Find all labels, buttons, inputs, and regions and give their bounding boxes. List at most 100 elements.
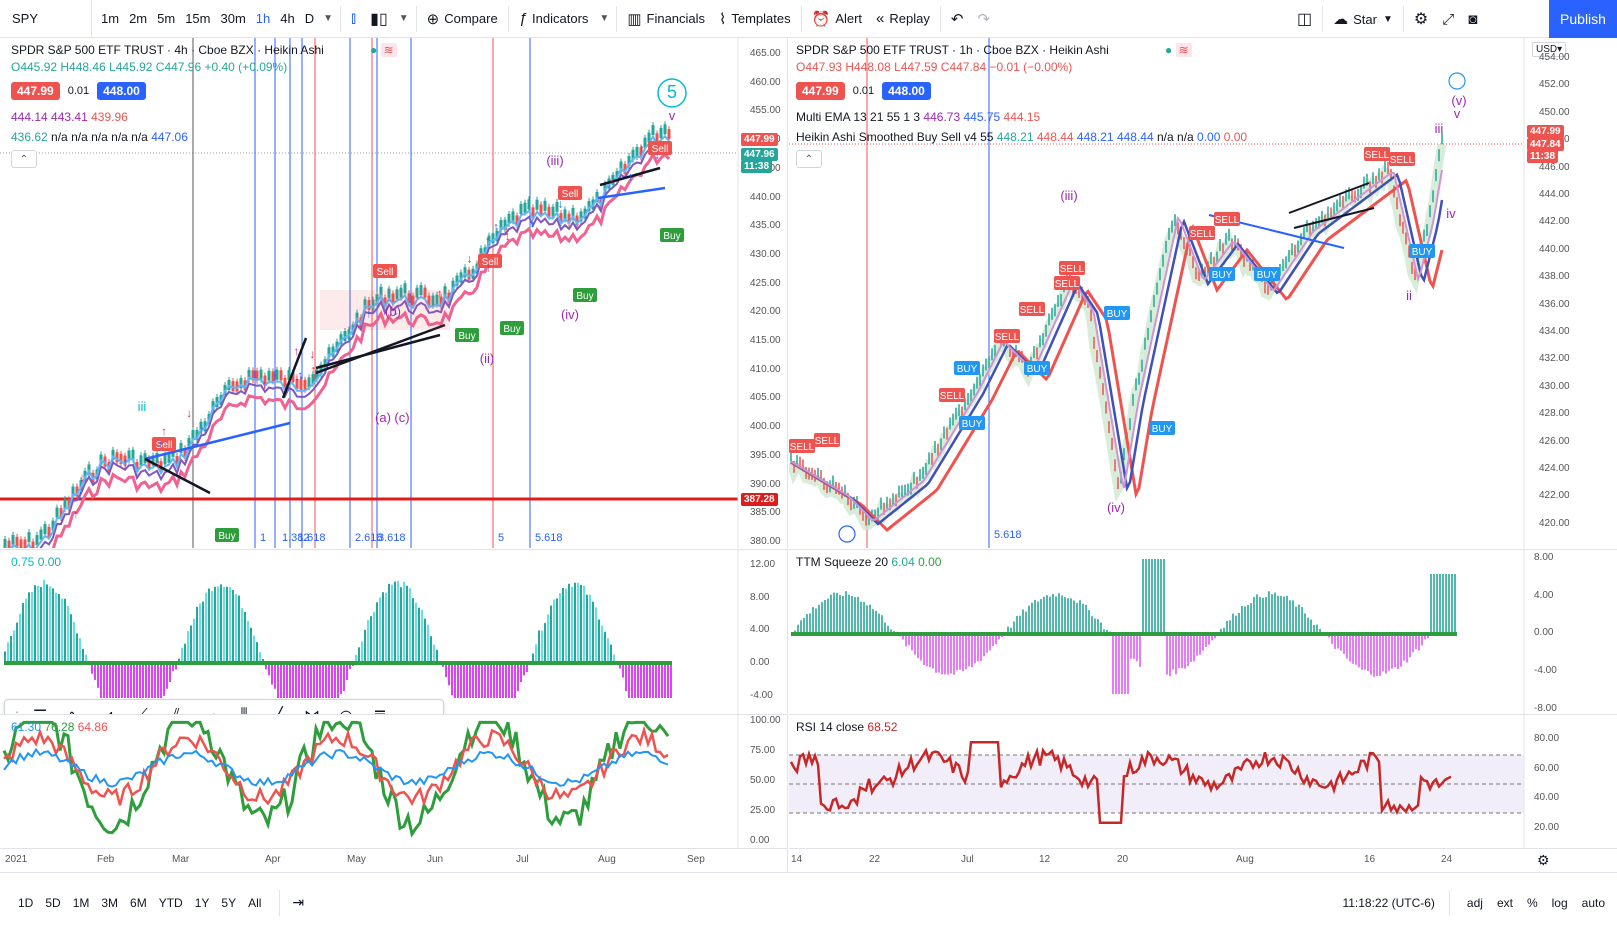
left-candle	[123, 455, 127, 466]
date-range-calendar-icon[interactable]: ⇥	[292, 894, 305, 910]
right-rsi-line	[789, 715, 1525, 848]
left-candle	[507, 213, 511, 224]
log-toggle[interactable]: log	[1551, 896, 1568, 910]
right-time-axis[interactable]: 14 22 Jul 12 20 Aug 16 24 ⚙	[789, 848, 1617, 872]
axis-settings-gear-icon[interactable]: ⚙	[1537, 852, 1550, 868]
interval-2m[interactable]: 2m	[129, 11, 148, 26]
left-oscillator-pane[interactable]: 0.75 0.00 12.00 8.00 4.00 0.00 -4.00	[0, 549, 788, 714]
left-candle	[463, 267, 467, 278]
range-5y[interactable]: 5Y	[221, 895, 237, 910]
interval-d[interactable]: D	[304, 11, 315, 26]
range-1y[interactable]: 1Y	[194, 895, 210, 910]
alert-button[interactable]: ⏰ Alert	[805, 0, 869, 38]
left-candle	[571, 207, 575, 218]
left-chart-title[interactable]: SPDR S&P 500 ETF TRUST · 4h · Cboe BZX ·…	[11, 43, 324, 57]
interval-dropdown-icon[interactable]: ▼	[323, 13, 334, 24]
left-collapse-legend-button[interactable]: ⌃	[11, 150, 37, 168]
right-ttm-bar	[1163, 559, 1165, 634]
settings-gear-icon[interactable]: ⚙	[1413, 11, 1429, 28]
left-candle	[371, 299, 375, 310]
right-rsi-pane[interactable]: RSI 14 close 68.52 80.00 60.00 40.00 20.00	[789, 714, 1617, 848]
undo-button[interactable]: ↶	[950, 10, 964, 28]
left-ask-chip[interactable]: 448.00	[97, 82, 146, 100]
currency-selector[interactable]: USD▾	[1532, 42, 1567, 57]
right-ttm-bar	[1064, 597, 1066, 634]
compare-button[interactable]: ⊕ Compare	[420, 0, 505, 38]
publish-button[interactable]: Publish	[1549, 0, 1617, 38]
left-buy-text: Buy	[503, 324, 520, 335]
range-1m[interactable]: 1M	[72, 895, 90, 910]
right-ttm-bar	[1025, 611, 1027, 634]
right-ttm-bar	[1355, 634, 1357, 665]
left-candle	[307, 377, 311, 388]
range-1d[interactable]: 1D	[18, 895, 34, 910]
right-ttm-pane[interactable]: TTM Squeeze 20 6.04 0.00 8.00 4.00 0.00 -4.…	[789, 549, 1617, 714]
right-ttm-bar	[1043, 596, 1045, 634]
adj-toggle[interactable]: adj	[1466, 896, 1483, 910]
right-ttm-bar	[1115, 634, 1117, 694]
auto-toggle[interactable]: auto	[1581, 896, 1605, 910]
right-sell-marker	[1059, 261, 1085, 275]
compare-toggle-icon[interactable]: ≋	[380, 43, 397, 57]
interval-1h[interactable]: 1h	[255, 11, 271, 26]
left-line4-b: n/a	[51, 130, 68, 144]
interval-5m[interactable]: 5m	[157, 11, 176, 26]
range-all[interactable]: All	[248, 895, 262, 910]
right-bid-chip[interactable]: 447.99	[796, 82, 845, 100]
right-ask-chip[interactable]: 448.00	[882, 82, 931, 100]
snapshot-camera-icon[interactable]: ◙	[1468, 10, 1478, 28]
eye-icon[interactable]: ●	[370, 43, 378, 57]
right-ttm-bar	[1268, 591, 1270, 634]
interval-30m[interactable]: 30m	[220, 11, 246, 26]
alert-label: Alert	[835, 11, 863, 26]
bar-style-icon[interactable]: ⫾	[351, 9, 357, 27]
left-main-pane[interactable]: (iii) iii 5 (iv) (ii) (a) (c) (b) v Buy Buy Buy Buy B…	[0, 38, 788, 548]
redo-button[interactable]: ↷	[977, 10, 991, 28]
symbol-search-button[interactable]: SPY	[0, 0, 92, 38]
ext-toggle[interactable]: ext	[1496, 896, 1513, 910]
range-5d[interactable]: 5D	[45, 895, 61, 910]
left-price-chart[interactable]: (iii) iii 5 (iv) (ii) (a) (c) (b) v Buy Buy Buy Buy B…	[0, 38, 788, 548]
interval-15m[interactable]: 15m	[185, 11, 211, 26]
left-trend-line	[599, 166, 661, 187]
clock-display[interactable]: 11:18:22 (UTC-6)	[1342, 896, 1435, 910]
left-osc-bar	[4, 651, 6, 663]
replay-button[interactable]: « Replay	[869, 0, 937, 38]
left-candle	[423, 287, 427, 298]
left-osc-bar	[385, 592, 387, 663]
left-osc-tick: -4.00	[750, 689, 773, 701]
layout-icon[interactable]: ◫	[1297, 11, 1313, 28]
left-rsi-pane[interactable]: 61.30 76.28 64.86 100.00 75.00 50.00 25.00 0…	[0, 714, 788, 848]
financials-button[interactable]: ▥ Financials	[620, 0, 712, 38]
left-time-axis[interactable]: 2021 Feb Mar Apr May Jun Jul Aug Sep	[0, 848, 788, 872]
left-buy-text: Buy	[576, 291, 593, 302]
eye-icon[interactable]: ●	[1165, 43, 1173, 57]
star-button[interactable]: ☁ Star ▼	[1326, 0, 1400, 38]
fullscreen-icon[interactable]: ⤢	[1442, 10, 1455, 28]
right-chart-title[interactable]: SPDR S&P 500 ETF TRUST · 1h · Cboe BZX ·…	[796, 43, 1109, 57]
left-osc-bar	[550, 605, 552, 663]
chart-type-dropdown-icon[interactable]: ▼	[398, 13, 409, 24]
right-price-chart[interactable]: 5.618BUYBUYBUYBUYBUYBUYBUYBUYBUYSELLSELL…	[789, 38, 1617, 548]
right-ttm-bar	[1427, 634, 1429, 639]
range-6m[interactable]: 6M	[130, 895, 147, 910]
interval-4h[interactable]: 4h	[280, 11, 295, 26]
indicators-button[interactable]: ƒ Indicators	[512, 0, 596, 38]
range-ytd[interactable]: YTD	[158, 895, 183, 910]
compare-toggle-icon[interactable]: ≋	[1175, 43, 1192, 57]
percent-toggle[interactable]: %	[1526, 896, 1538, 910]
left-time-tick: 2021	[5, 854, 28, 865]
candles-icon[interactable]: ▮▯	[370, 10, 388, 28]
left-time-tick: May	[347, 854, 366, 865]
left-osc-bar	[49, 586, 51, 663]
right-collapse-legend-button[interactable]: ⌃	[796, 150, 822, 168]
right-ttm-bar	[1289, 600, 1291, 634]
left-fib-label: 5	[498, 532, 504, 544]
indicators-dropdown-icon[interactable]: ▼	[599, 13, 610, 24]
right-ttm-bar	[1358, 634, 1360, 668]
interval-1m[interactable]: 1m	[101, 11, 120, 26]
templates-button[interactable]: ⌇ Templates	[712, 0, 798, 38]
right-main-pane[interactable]: 5.618BUYBUYBUYBUYBUYBUYBUYBUYBUYSELLSELL…	[789, 38, 1617, 548]
left-bid-chip[interactable]: 447.99	[11, 82, 60, 100]
range-3m[interactable]: 3M	[101, 895, 119, 910]
